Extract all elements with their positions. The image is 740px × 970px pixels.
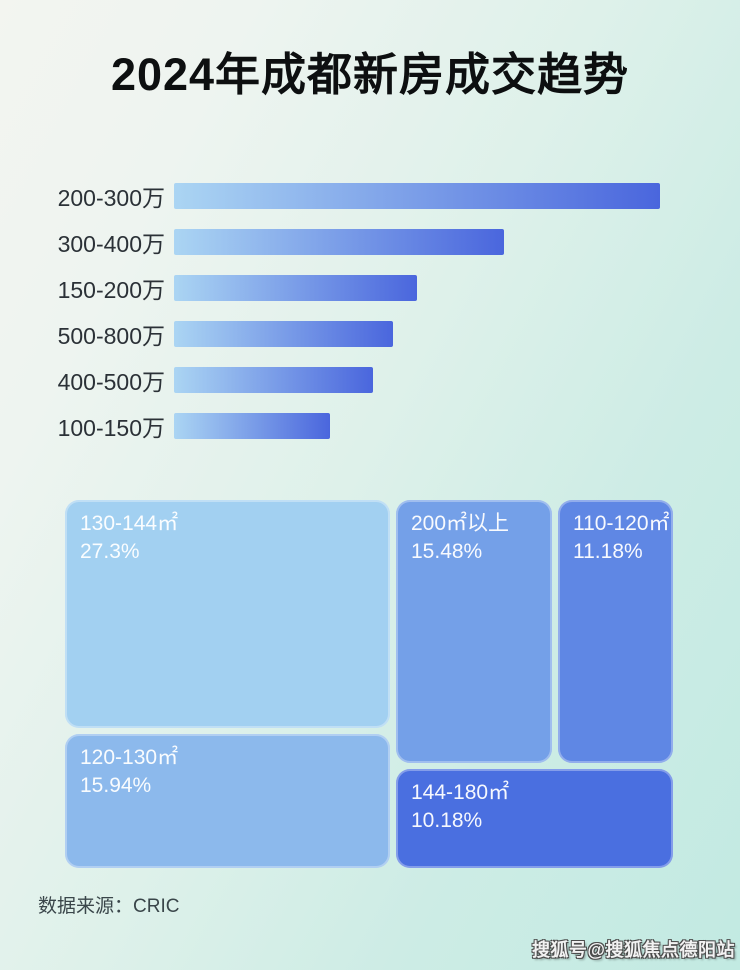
bar-row: 400-500万 bbox=[40, 367, 660, 395]
bar-track bbox=[174, 321, 660, 347]
bar-track bbox=[174, 229, 660, 255]
bar bbox=[174, 229, 505, 255]
treemap-cell-label: 130-144㎡ bbox=[80, 512, 179, 535]
bar-category-label: 500-800万 bbox=[57, 323, 165, 349]
bar bbox=[174, 183, 660, 209]
treemap-cell-value: 11.18% bbox=[573, 539, 643, 563]
bar-track bbox=[174, 367, 660, 393]
treemap-cell-value: 15.48% bbox=[411, 539, 483, 563]
treemap-cell: 200㎡以上 15.48% bbox=[396, 500, 552, 763]
treemap-cell-label: 110-120㎡ bbox=[573, 512, 670, 535]
treemap-cell: 130-144㎡ 27.3% bbox=[65, 500, 390, 728]
bar-row: 100-150万 bbox=[40, 413, 660, 441]
bar bbox=[174, 367, 374, 393]
watermark: 搜狐号@搜狐焦点德阳站 bbox=[531, 940, 735, 960]
treemap-cell-label: 120-130㎡ bbox=[80, 746, 179, 769]
treemap-cell-label: 144-180㎡ bbox=[411, 781, 510, 804]
bar bbox=[174, 321, 393, 347]
bar-track bbox=[174, 183, 660, 209]
treemap-cell-value: 15.94% bbox=[80, 773, 152, 797]
bar-row: 300-400万 bbox=[40, 229, 660, 257]
bar-track bbox=[174, 413, 660, 439]
bar-category-label: 150-200万 bbox=[57, 277, 165, 303]
bar-category-label: 100-150万 bbox=[57, 415, 165, 441]
data-source-label: 数据来源：CRIC bbox=[38, 896, 180, 917]
page-title: 2024年成都新房成交趋势 bbox=[110, 49, 630, 100]
bar-category-label: 200-300万 bbox=[57, 185, 165, 211]
treemap-cell: 120-130㎡ 15.94% bbox=[65, 734, 390, 868]
treemap-cell-value: 27.3% bbox=[80, 539, 140, 563]
bar-category-label: 400-500万 bbox=[57, 369, 165, 395]
bar-category-label: 300-400万 bbox=[57, 231, 165, 257]
treemap-cell: 144-180㎡ 10.18% bbox=[396, 769, 673, 868]
bar bbox=[174, 275, 417, 301]
treemap-cell: 110-120㎡ 11.18% bbox=[558, 500, 673, 763]
bar-track bbox=[174, 275, 660, 301]
bar-row: 500-800万 bbox=[40, 321, 660, 349]
bar bbox=[174, 413, 330, 439]
price-bar-chart: 200-300万 300-400万 150-200万 500-800万 400-500万… bbox=[40, 183, 660, 441]
area-treemap: 130-144㎡ 27.3% 200㎡以上 15.48% 110-120㎡ 11.18% 1… bbox=[65, 500, 673, 868]
treemap-cell-label: 200㎡以上 bbox=[411, 512, 510, 535]
treemap-cell-value: 10.18% bbox=[411, 808, 483, 832]
bar-row: 150-200万 bbox=[40, 275, 660, 303]
bar-row: 200-300万 bbox=[40, 183, 660, 211]
